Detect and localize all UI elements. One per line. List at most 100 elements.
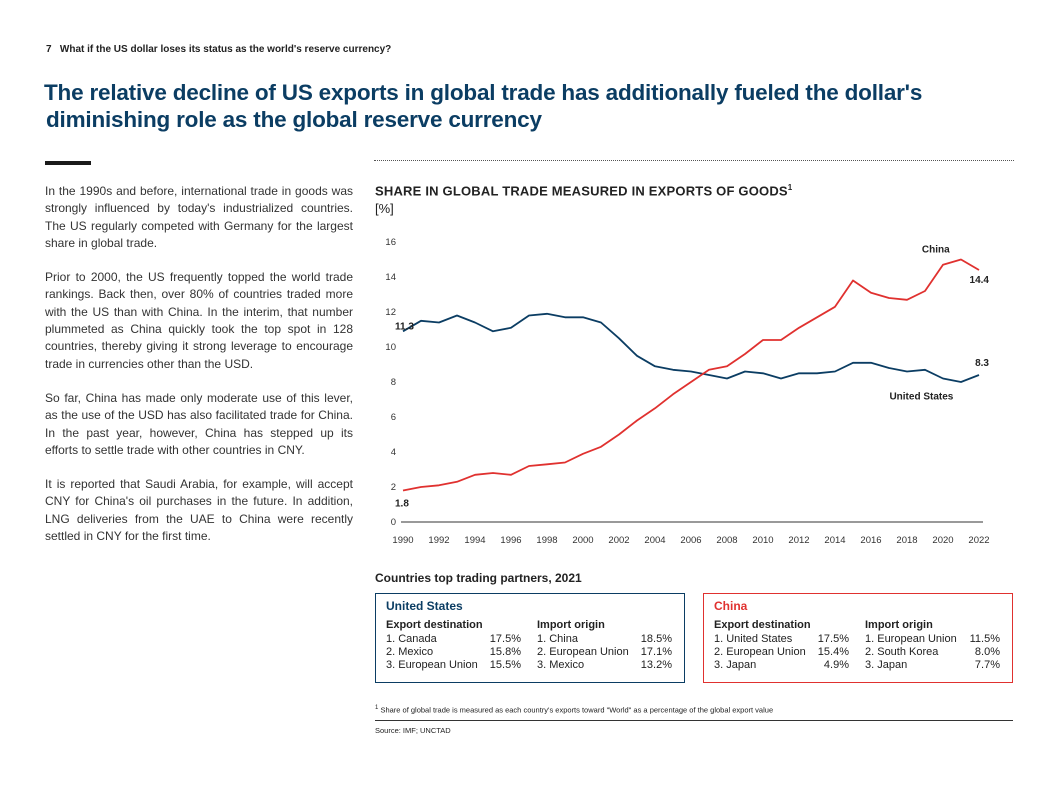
us-export-column: Export destination 1. Canada 17.5% 2. Mex…	[386, 619, 521, 672]
page-header: 7 What if the US dollar loses its status…	[46, 44, 391, 55]
us-export-row: 3. European Union 15.5%	[386, 659, 521, 672]
china-import-heading: Import origin	[865, 619, 933, 631]
x-tick-label: 2004	[644, 535, 665, 546]
china-export-column: Export destination 1. United States 17.5%…	[714, 619, 849, 672]
section-title: What if the US dollar loses its status a…	[59, 44, 392, 55]
x-tick-label: 1990	[392, 535, 413, 546]
series-lines	[402, 258, 980, 492]
x-tick-label: 2020	[932, 535, 953, 546]
x-tick-label: 2016	[860, 535, 881, 546]
china-export-pct: 15.4%	[817, 646, 849, 658]
china-import-pct: 7.7%	[974, 659, 1000, 671]
body-paragraph: So far, China has made only moderate use…	[45, 390, 353, 457]
y-tick-label: 10	[385, 342, 396, 353]
footnote: 1 Share of global trade is measured as e…	[375, 705, 773, 715]
us-box-title: United States	[386, 599, 463, 613]
us-import-label: 3. Mexico	[537, 659, 585, 671]
x-tick-label: 1996	[500, 535, 521, 546]
us-partners-box: United States Export destination 1. Cana…	[375, 593, 685, 683]
china-import-row: 3. Japan 7.7%	[865, 659, 1000, 672]
us-import-pct: 17.1%	[640, 646, 672, 658]
y-tick-label: 16	[385, 237, 396, 248]
united-states-series-name: United States	[889, 392, 953, 403]
us-import-row: 2. European Union 17.1%	[537, 646, 672, 659]
chart-title-footnote-mark: 1	[787, 183, 793, 192]
us-export-label: 1. Canada	[386, 633, 437, 645]
y-tick-label: 8	[391, 377, 396, 388]
china-series-line	[402, 258, 980, 492]
body-paragraph: Prior to 2000, the US frequently topped …	[45, 270, 353, 371]
us-export-label: 2. Mexico	[386, 646, 434, 658]
china-import-pct: 11.5%	[969, 633, 1000, 645]
china-value-label: 1.8	[395, 499, 409, 510]
y-axis-ticks: 0 2 4 6 8 10 12 14 16	[385, 237, 396, 528]
china-box-title: China	[714, 599, 748, 613]
heading-rule	[45, 161, 91, 165]
body-paragraph: In the 1990s and before, international t…	[45, 184, 353, 250]
y-tick-label: 4	[391, 447, 396, 458]
x-axis-ticks: 1990 1992 1994 1996 1998 2000 2002 2004 2006 2008…	[392, 535, 989, 546]
china-export-row: 3. Japan 4.9%	[714, 659, 849, 672]
china-import-row: 1. European Union 11.5%	[865, 633, 1000, 646]
china-import-label: 1. European Union	[865, 633, 957, 645]
us-import-row: 3. Mexico 13.2%	[537, 659, 672, 672]
china-export-row: 1. United States 17.5%	[714, 633, 849, 646]
china-export-label: 3. Japan	[714, 659, 757, 671]
source-note: Source: IMF; UNCTAD	[375, 726, 451, 735]
china-import-row: 2. South Korea 8.0%	[865, 646, 1000, 659]
china-partners-box: China Export destination 1. United State…	[703, 593, 1013, 683]
china-export-heading: Export destination	[714, 619, 811, 631]
us-import-row: 1. China 18.5%	[537, 633, 672, 646]
us-import-label: 1. China	[537, 633, 578, 645]
chart-unit-label: [%]	[375, 201, 394, 216]
china-import-column: Import origin 1. European Union 11.5% 2. …	[865, 619, 1000, 672]
y-tick-label: 2	[391, 482, 396, 493]
china-export-label: 1. United States	[714, 633, 793, 645]
y-tick-label: 0	[391, 517, 396, 528]
series-labels: United States 11.3 8.3 China 1.8 14.4	[395, 245, 989, 510]
dotted-divider	[374, 160, 1014, 161]
china-export-label: 2. European Union	[714, 646, 806, 658]
us-export-row: 2. Mexico 15.8%	[386, 646, 521, 659]
x-tick-label: 1998	[536, 535, 557, 546]
china-import-pct: 8.0%	[974, 646, 1000, 658]
x-tick-label: 2014	[824, 535, 845, 546]
y-tick-label: 12	[385, 307, 396, 318]
china-export-row: 2. European Union 15.4%	[714, 646, 849, 659]
chart-title: SHARE IN GLOBAL TRADE MEASURED IN EXPORT…	[375, 183, 792, 198]
us-import-pct: 18.5%	[640, 633, 672, 645]
china-series-name: China	[922, 245, 950, 256]
chart-title-text: SHARE IN GLOBAL TRADE MEASURED IN EXPORT…	[375, 183, 788, 199]
us-export-pct: 17.5%	[489, 633, 521, 645]
united-states-value-label: 11.3	[395, 321, 414, 332]
x-tick-label: 2012	[788, 535, 809, 546]
x-tick-label: 1992	[428, 535, 449, 546]
us-import-heading: Import origin	[537, 619, 605, 631]
us-export-label: 3. European Union	[386, 659, 478, 671]
main-heading-line-2: diminishing role as the global reserve c…	[46, 107, 542, 132]
footnote-mark: 1	[375, 705, 379, 711]
us-export-pct: 15.8%	[489, 646, 521, 658]
china-value-label: 14.4	[970, 275, 990, 286]
y-tick-label: 6	[391, 412, 396, 423]
body-paragraph: It is reported that Saudi Arabia, for ex…	[45, 477, 353, 544]
page-number: 7	[46, 44, 52, 55]
body-text: In the 1990s and before, international t…	[45, 183, 353, 562]
us-import-label: 2. European Union	[537, 646, 629, 658]
line-chart: 0 2 4 6 8 10 12 14 16 1990 1992 1994 1996 1998 2000 20…	[385, 237, 989, 546]
united-states-series-line	[402, 312, 980, 383]
x-tick-label: 2006	[680, 535, 701, 546]
x-tick-label: 2010	[752, 535, 773, 546]
y-tick-label: 14	[385, 272, 396, 283]
china-export-pct: 17.5%	[817, 633, 849, 645]
china-import-label: 3. Japan	[865, 659, 908, 671]
x-tick-label: 2002	[608, 535, 629, 546]
footnote-rule	[375, 720, 1013, 721]
us-export-row: 1. Canada 17.5%	[386, 633, 521, 646]
china-import-label: 2. South Korea	[865, 646, 939, 658]
main-heading-line-1: The relative decline of US exports in gl…	[44, 80, 923, 105]
footnote-text: Share of global trade is measured as eac…	[380, 705, 774, 715]
us-import-column: Import origin 1. China 18.5% 2. European …	[537, 619, 672, 672]
us-export-pct: 15.5%	[489, 659, 521, 671]
x-tick-label: 2008	[716, 535, 737, 546]
